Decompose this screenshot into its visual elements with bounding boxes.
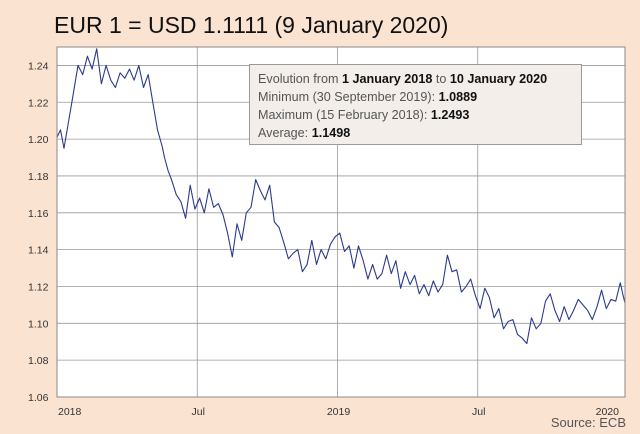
minimum-value: 1.0889 <box>438 90 478 104</box>
x-tick-label: 2018 <box>58 406 82 418</box>
chart-title: EUR 1 = USD 1.1111 (9 January 2020) <box>54 12 449 38</box>
y-tick-label: 1.08 <box>28 355 49 367</box>
y-tick-label: 1.20 <box>28 134 49 146</box>
from-date: 1 January 2018 <box>342 72 433 86</box>
x-tick-label: 2019 <box>327 406 351 418</box>
source-credit: Source: ECB <box>550 415 626 430</box>
x-tick-label: Jul <box>472 406 485 418</box>
stats-line-minimum: Minimum (30 September 2019): 1.0889 <box>258 90 478 104</box>
x-tick-label: Jul <box>192 406 205 418</box>
y-tick-label: 1.18 <box>28 171 49 183</box>
y-axis-tick-labels: 1.06 1.08 1.10 1.12 1.14 1.16 1.18 1.20 1.22 1.24 <box>28 60 49 404</box>
series-line-eurusd <box>56 48 626 345</box>
y-tick-label: 1.06 <box>28 392 49 404</box>
x-axis-tick-labels: 2018 Jul 2019 Jul 2020 <box>58 406 619 418</box>
maximum-value: 1.2493 <box>430 108 470 122</box>
to-date: 10 January 2020 <box>449 72 548 86</box>
stats-line-maximum: Maximum (15 February 2018): 1.2493 <box>258 108 470 122</box>
y-tick-label: 1.16 <box>28 208 49 220</box>
average-value: 1.1498 <box>311 126 351 140</box>
stats-line-average: Average: 1.1498 <box>258 126 351 140</box>
y-tick-label: 1.10 <box>28 318 49 330</box>
stats-annotation-box: Evolution from 1 January 2018 to 10 Janu… <box>249 64 582 145</box>
y-tick-label: 1.24 <box>28 60 49 72</box>
stats-line-range: Evolution from 1 January 2018 to 10 Janu… <box>258 72 548 86</box>
y-tick-label: 1.22 <box>28 97 49 109</box>
plot-frame <box>56 46 626 398</box>
y-tick-label: 1.14 <box>28 245 49 257</box>
x-tick-label: 2020 <box>596 406 620 418</box>
y-tick-label: 1.12 <box>28 281 49 293</box>
